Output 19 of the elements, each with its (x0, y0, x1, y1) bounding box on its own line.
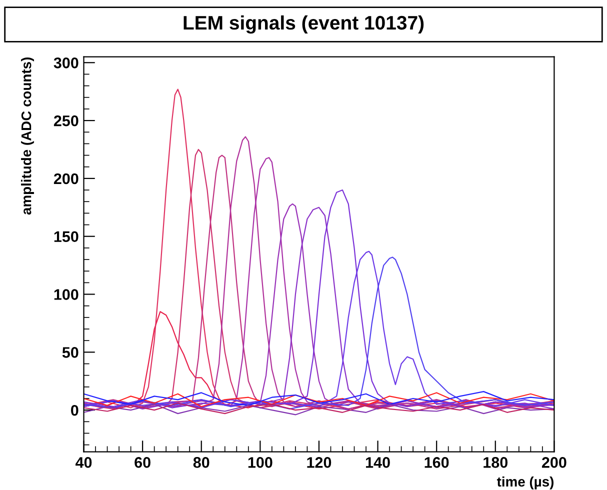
y-tick-label: 100 (54, 289, 78, 300)
x-tick-label: 200 (542, 457, 566, 468)
x-tick-label: 60 (134, 457, 150, 468)
chart-title: LEM signals (event 10137) (184, 15, 424, 34)
y-tick-label: 200 (54, 173, 78, 184)
x-tick-label: 100 (248, 457, 272, 468)
y-tick-label: 150 (54, 231, 78, 242)
y-tick-label: 250 (54, 115, 78, 126)
x-tick-label: 180 (484, 457, 508, 468)
x-tick-label: 80 (193, 457, 210, 468)
x-tick-label: 160 (424, 457, 449, 468)
y-tick-label: 0 (71, 404, 78, 416)
x-tick-label: 40 (76, 457, 92, 468)
y-axis-title: amplitude (ADC counts) (21, 58, 34, 215)
y-tick-label: 50 (62, 347, 78, 358)
x-tick-label: 140 (366, 457, 390, 468)
y-tick-label: 300 (54, 58, 78, 68)
x-tick-label: 120 (307, 457, 332, 468)
x-axis-title: time (µs) (496, 476, 554, 490)
